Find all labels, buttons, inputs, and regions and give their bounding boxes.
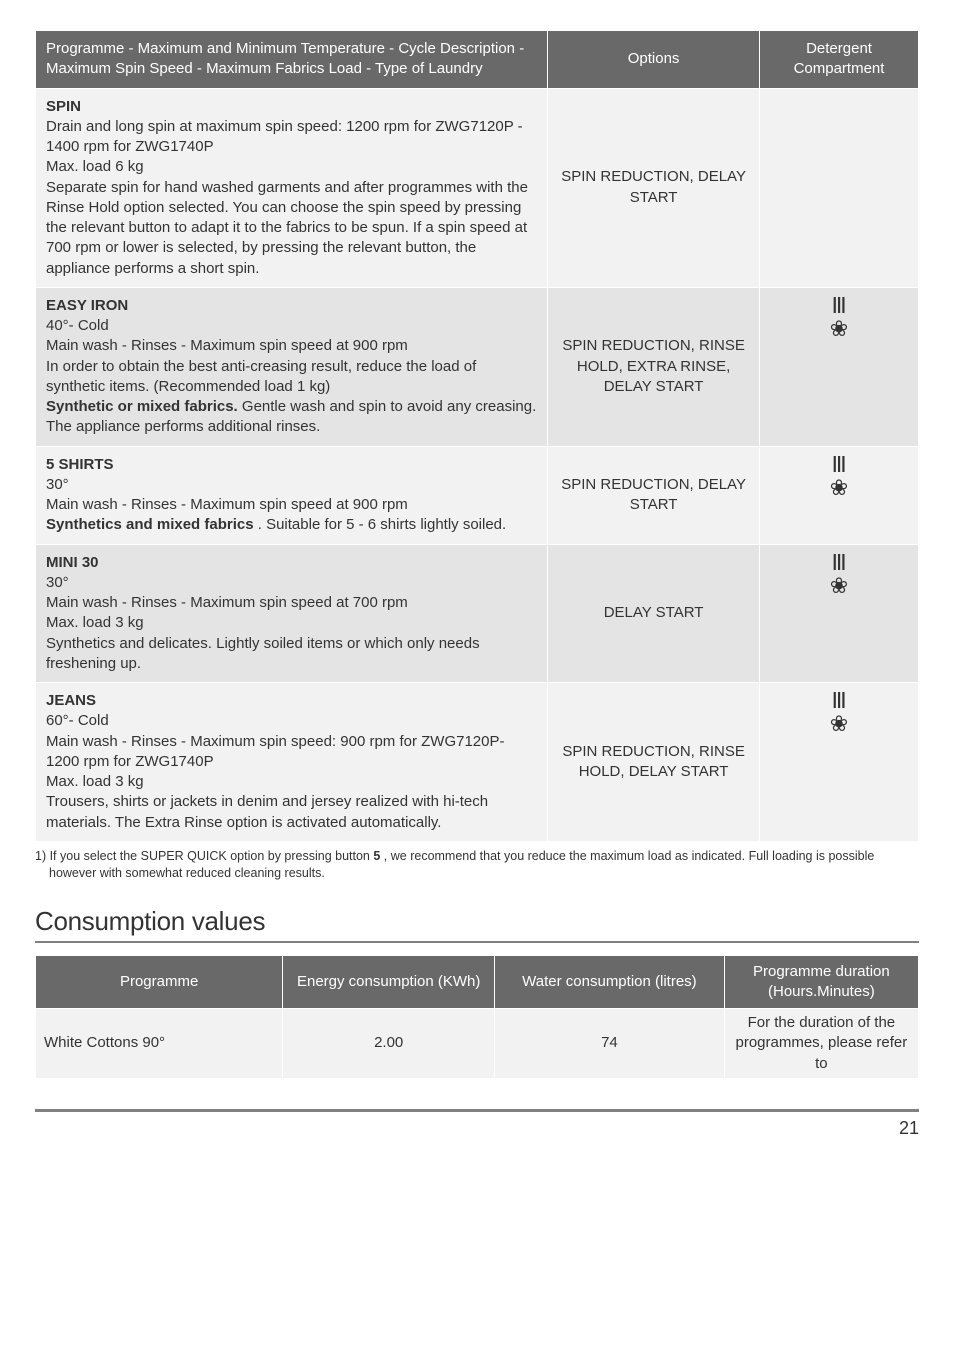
- table-row: EASY IRON 40°- Cold Main wash - Rinses - M…: [36, 287, 919, 446]
- programme-table-body: SPIN Drain and long spin at maximum spin …: [36, 88, 919, 841]
- programme-options: SPIN REDUCTION, RINSE HOLD, EXTRA RINSE,…: [548, 287, 760, 446]
- programme-options: SPIN REDUCTION, RINSE HOLD, DELAY START: [548, 683, 760, 842]
- programme-description: 5 SHIRTS 30° Main wash - Rinses - Maximum …: [36, 446, 548, 544]
- programme-desc-line: Main wash - Rinses - Maximum spin speed …: [46, 337, 408, 354]
- programme-desc-line: In order to obtain the best anti-creasin…: [46, 358, 476, 395]
- cons-water: 74: [495, 1009, 725, 1079]
- programme-name: SPIN: [46, 98, 81, 115]
- programme-name: MINI 30: [46, 554, 99, 571]
- detergent-icons: Ⅲ ❀: [760, 544, 919, 683]
- detergent-icon-pair: Ⅲ ❀: [830, 688, 848, 736]
- detergent-icon-pair: Ⅲ ❀: [830, 452, 848, 500]
- programme-desc-line: Main wash - Rinses - Maximum spin speed …: [46, 496, 408, 513]
- table-row: JEANS 60°- Cold Main wash - Rinses - Maxim…: [36, 683, 919, 842]
- programme-desc-line: Max. load 6 kg: [46, 158, 144, 175]
- programme-name: JEANS: [46, 692, 96, 709]
- cons-programme: White Cottons 90°: [36, 1009, 283, 1079]
- programme-desc-line: 30°: [46, 574, 69, 591]
- detergent-icons: Ⅲ ❀: [760, 683, 919, 842]
- cons-energy: 2.00: [283, 1009, 495, 1079]
- detergent-icons: [760, 88, 919, 287]
- programme-options: DELAY START: [548, 544, 760, 683]
- footnote: 1) If you select the SUPER QUICK option …: [49, 842, 919, 882]
- cons-duration: For the duration of the programmes, plea…: [724, 1009, 918, 1079]
- section-rule: [35, 941, 919, 943]
- cons-header-programme: Programme: [36, 955, 283, 1009]
- consumption-table: Programme Energy consumption (KWh) Water…: [35, 955, 919, 1079]
- table-row: 5 SHIRTS 30° Main wash - Rinses - Maximum …: [36, 446, 919, 544]
- detergent-icons: Ⅲ ❀: [760, 446, 919, 544]
- table-row: White Cottons 90° 2.00 74 For the durati…: [36, 1009, 919, 1079]
- table-row: SPIN Drain and long spin at maximum spin …: [36, 88, 919, 287]
- programme-desc-line: 60°- Cold: [46, 712, 109, 729]
- programme-desc-after-bold: . Suitable for 5 - 6 shirts lightly soil…: [254, 516, 507, 533]
- programme-desc-line: 30°: [46, 476, 69, 493]
- col-header-description: Programme - Maximum and Minimum Temperat…: [36, 31, 548, 89]
- footnote-prefix: 1) If you select the SUPER QUICK option …: [35, 849, 373, 863]
- detergent-icon-pair: Ⅲ ❀: [830, 293, 848, 341]
- programme-desc-bold: Synthetics and mixed fabrics: [46, 516, 254, 533]
- programme-desc-line: Max. load 3 kg: [46, 614, 144, 631]
- programme-options: SPIN REDUCTION, DELAY START: [548, 88, 760, 287]
- programme-desc-line: Main wash - Rinses - Maximum spin speed …: [46, 594, 408, 611]
- cons-header-duration: Programme duration (Hours.Minutes): [724, 955, 918, 1009]
- programme-desc-line: Synthetics and delicates. Lightly soiled…: [46, 635, 480, 672]
- col-header-options: Options: [548, 31, 760, 89]
- consumption-heading: Consumption values: [35, 904, 919, 939]
- page-footer: 21: [35, 1109, 919, 1140]
- cons-header-water: Water consumption (litres): [495, 955, 725, 1009]
- page-number: 21: [35, 1112, 919, 1140]
- detergent-icon-pair: Ⅲ ❀: [830, 550, 848, 598]
- programme-desc-line: Drain and long spin at maximum spin spee…: [46, 118, 523, 155]
- programme-description: MINI 30 30° Main wash - Rinses - Maximum s…: [36, 544, 548, 683]
- programme-description: EASY IRON 40°- Cold Main wash - Rinses - M…: [36, 287, 548, 446]
- programme-desc-line: Trousers, shirts or jackets in denim and…: [46, 793, 488, 830]
- programme-name: 5 SHIRTS: [46, 456, 114, 473]
- programme-desc-line: Main wash - Rinses - Maximum spin speed:…: [46, 733, 505, 770]
- detergent-icons: Ⅲ ❀: [760, 287, 919, 446]
- programme-desc-line: Separate spin for hand washed garments a…: [46, 179, 528, 277]
- programme-description: SPIN Drain and long spin at maximum spin …: [36, 88, 548, 287]
- programme-desc-line: 40°- Cold: [46, 317, 109, 334]
- programme-name: EASY IRON: [46, 297, 128, 314]
- cons-header-energy: Energy consumption (KWh): [283, 955, 495, 1009]
- programme-table: Programme - Maximum and Minimum Temperat…: [35, 30, 919, 842]
- programme-desc-bold: Synthetic or mixed fabrics.: [46, 398, 238, 415]
- col-header-detergent: Detergent Compartment: [760, 31, 919, 89]
- programme-description: JEANS 60°- Cold Main wash - Rinses - Maxim…: [36, 683, 548, 842]
- programme-desc-line: Max. load 3 kg: [46, 773, 144, 790]
- programme-options: SPIN REDUCTION, DELAY START: [548, 446, 760, 544]
- table-row: MINI 30 30° Main wash - Rinses - Maximum s…: [36, 544, 919, 683]
